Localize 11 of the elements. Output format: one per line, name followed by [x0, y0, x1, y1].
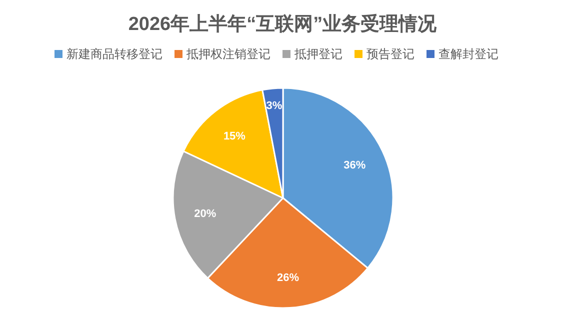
chart-title: 2026年上半年“互联网”业务受理情况 — [128, 13, 438, 35]
legend-label: 预告登记 — [366, 47, 414, 61]
legend-label: 新建商品转移登记 — [66, 47, 162, 61]
data-label: 36% — [344, 159, 366, 172]
legend-label: 抵押权注销登记 — [186, 47, 270, 61]
data-label: 3% — [266, 100, 282, 112]
legend-label: 抵押登记 — [294, 47, 342, 61]
data-label: 26% — [276, 272, 300, 284]
data-label: 15% — [223, 130, 246, 142]
legend-label: 查解封登记 — [438, 47, 498, 61]
data-label: 20% — [194, 208, 216, 220]
